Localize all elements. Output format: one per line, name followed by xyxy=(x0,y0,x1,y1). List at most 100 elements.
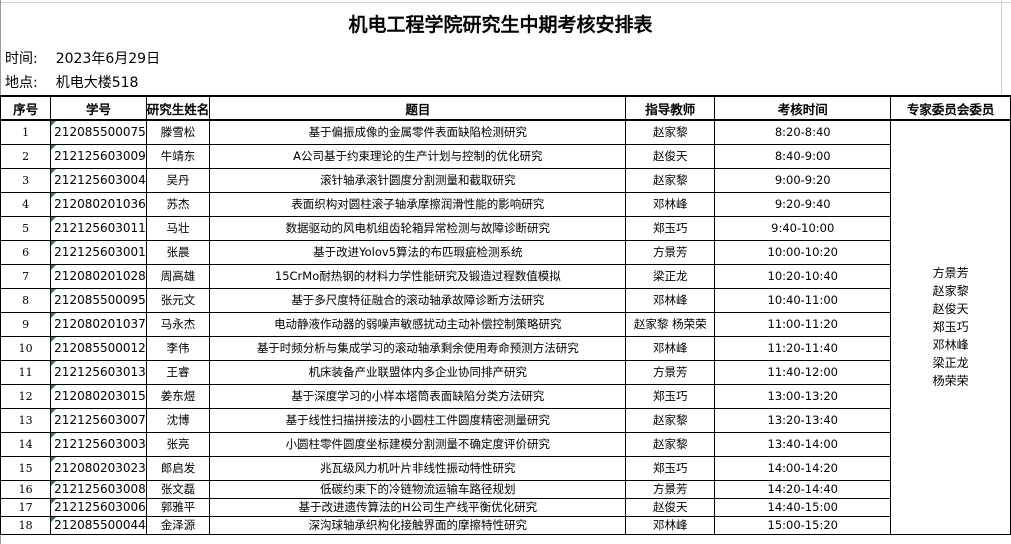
topic-cell[interactable]: 基于改进Yolov5算法的布匹瑕疵检测系统 xyxy=(209,239,627,265)
advisor-cell[interactable]: 邓林峰 xyxy=(625,191,716,217)
topic-cell[interactable]: 滚针轴承滚针圆度分割测量和截取研究 xyxy=(209,167,627,193)
index-cell[interactable]: 5 xyxy=(0,215,52,241)
header-student-id[interactable]: 学号 xyxy=(50,95,147,121)
student-name-cell[interactable]: 周高雄 xyxy=(145,263,211,289)
advisor-cell[interactable]: 郑玉巧 xyxy=(625,455,716,481)
student-name-cell[interactable]: 滕雪松 xyxy=(145,119,211,145)
exam-time-cell[interactable]: 10:40-11:00 xyxy=(714,287,892,313)
topic-cell[interactable]: 基于线性扫描拼接法的小圆柱工件圆度精密测量研究 xyxy=(209,407,627,433)
exam-time-cell[interactable]: 9:00-9:20 xyxy=(714,167,892,193)
advisor-cell[interactable]: 赵家黎 xyxy=(625,407,716,433)
topic-cell[interactable]: 低碳约束下的冷链物流运输车路径规划 xyxy=(209,479,627,499)
topic-cell[interactable]: 基于多尺度特征融合的滚动轴承故障诊断方法研究 xyxy=(209,287,627,313)
student-name-cell[interactable]: 马永杰 xyxy=(145,311,211,337)
topic-cell[interactable]: 深沟球轴承织构化接触界面的摩擦特性研究 xyxy=(209,515,627,535)
topic-cell[interactable]: 基于时频分析与集成学习的滚动轴承剩余使用寿命预测方法研究 xyxy=(209,335,627,361)
advisor-cell[interactable]: 赵俊天 xyxy=(625,143,716,169)
student-id-cell[interactable]: 212125603007 xyxy=(50,407,147,433)
advisor-cell[interactable]: 赵家黎 xyxy=(625,167,716,193)
student-name-cell[interactable]: 郭雅平 xyxy=(145,497,211,517)
header-topic[interactable]: 题目 xyxy=(209,95,627,121)
advisor-cell[interactable]: 梁正龙 xyxy=(625,263,716,289)
exam-time-cell[interactable]: 9:40-10:00 xyxy=(714,215,892,241)
student-name-cell[interactable]: 张元文 xyxy=(145,287,211,313)
advisor-cell[interactable]: 赵家黎 xyxy=(625,119,716,145)
student-id-cell[interactable]: 212085500044 xyxy=(50,515,147,535)
committee-cell[interactable]: 方景芳 赵家黎 赵俊天 郑玉巧 邓林峰 梁正龙 杨荣荣 xyxy=(890,119,1011,535)
exam-time-cell[interactable]: 14:00-14:20 xyxy=(714,455,892,481)
header-student-name[interactable]: 研究生姓名 xyxy=(145,95,211,121)
exam-time-cell[interactable]: 15:00-15:20 xyxy=(714,515,892,535)
student-name-cell[interactable]: 马壮 xyxy=(145,215,211,241)
index-cell[interactable]: 6 xyxy=(0,239,52,265)
advisor-cell[interactable]: 郑玉巧 xyxy=(625,215,716,241)
advisor-cell[interactable]: 赵家黎 杨荣荣 xyxy=(625,311,716,337)
topic-cell[interactable]: 表面织构对圆柱滚子轴承摩擦润滑性能的影响研究 xyxy=(209,191,627,217)
exam-time-cell[interactable]: 10:20-10:40 xyxy=(714,263,892,289)
advisor-cell[interactable]: 邓林峰 xyxy=(625,515,716,535)
header-index[interactable]: 序号 xyxy=(0,95,52,121)
student-id-cell[interactable]: 212125603013 xyxy=(50,359,147,385)
header-committee[interactable]: 专家委员会委员 xyxy=(890,95,1011,121)
topic-cell[interactable]: 机床装备产业联盟体内多企业协同排产研究 xyxy=(209,359,627,385)
student-id-cell[interactable]: 212080201036 xyxy=(50,191,147,217)
exam-time-cell[interactable]: 13:20-13:40 xyxy=(714,407,892,433)
advisor-cell[interactable]: 郑玉巧 xyxy=(625,383,716,409)
student-name-cell[interactable]: 王睿 xyxy=(145,359,211,385)
student-id-cell[interactable]: 212125603008 xyxy=(50,479,147,499)
index-cell[interactable]: 1 xyxy=(0,119,52,145)
advisor-cell[interactable]: 邓林峰 xyxy=(625,287,716,313)
exam-time-cell[interactable]: 14:20-14:40 xyxy=(714,479,892,499)
student-name-cell[interactable]: 牛靖东 xyxy=(145,143,211,169)
student-name-cell[interactable]: 张亮 xyxy=(145,431,211,457)
student-name-cell[interactable]: 姜东煜 xyxy=(145,383,211,409)
advisor-cell[interactable]: 赵家黎 xyxy=(625,431,716,457)
student-id-cell[interactable]: 212080203023 xyxy=(50,455,147,481)
student-id-cell[interactable]: 212125603004 xyxy=(50,167,147,193)
topic-cell[interactable]: 兆瓦级风力机叶片非线性振动特性研究 xyxy=(209,455,627,481)
student-name-cell[interactable]: 金泽源 xyxy=(145,515,211,535)
student-id-cell[interactable]: 212125603001 xyxy=(50,239,147,265)
exam-time-cell[interactable]: 11:20-11:40 xyxy=(714,335,892,361)
exam-time-cell[interactable]: 9:20-9:40 xyxy=(714,191,892,217)
topic-cell[interactable]: A公司基于约束理论的生产计划与控制的优化研究 xyxy=(209,143,627,169)
index-cell[interactable]: 3 xyxy=(0,167,52,193)
index-cell[interactable]: 12 xyxy=(0,383,52,409)
topic-cell[interactable]: 数据驱动的风电机组齿轮箱异常检测与故障诊断研究 xyxy=(209,215,627,241)
student-name-cell[interactable]: 李伟 xyxy=(145,335,211,361)
header-advisor[interactable]: 指导教师 xyxy=(625,95,716,121)
exam-time-cell[interactable]: 13:00-13:20 xyxy=(714,383,892,409)
exam-time-cell[interactable]: 8:20-8:40 xyxy=(714,119,892,145)
topic-cell[interactable]: 电动静液作动器的弱噪声敏感扰动主动补偿控制策略研究 xyxy=(209,311,627,337)
index-cell[interactable]: 17 xyxy=(0,497,52,517)
student-id-cell[interactable]: 212125603011 xyxy=(50,215,147,241)
index-cell[interactable]: 9 xyxy=(0,311,52,337)
student-id-cell[interactable]: 212080201037 xyxy=(50,311,147,337)
student-name-cell[interactable]: 郎启发 xyxy=(145,455,211,481)
student-id-cell[interactable]: 212080203015 xyxy=(50,383,147,409)
student-id-cell[interactable]: 212085500075 xyxy=(50,119,147,145)
index-cell[interactable]: 13 xyxy=(0,407,52,433)
header-exam-time[interactable]: 考核时间 xyxy=(714,95,892,121)
index-cell[interactable]: 18 xyxy=(0,515,52,535)
topic-cell[interactable]: 基于偏振成像的金属零件表面缺陷检测研究 xyxy=(209,119,627,145)
student-id-cell[interactable]: 212085500095 xyxy=(50,287,147,313)
advisor-cell[interactable]: 邓林峰 xyxy=(625,335,716,361)
exam-time-cell[interactable]: 13:40-14:00 xyxy=(714,431,892,457)
topic-cell[interactable]: 基于深度学习的小样本塔筒表面缺陷分类方法研究 xyxy=(209,383,627,409)
student-name-cell[interactable]: 苏杰 xyxy=(145,191,211,217)
index-cell[interactable]: 11 xyxy=(0,359,52,385)
student-id-cell[interactable]: 212085500012 xyxy=(50,335,147,361)
topic-cell[interactable]: 15CrMo耐热钢的材料力学性能研究及锻造过程数值模拟 xyxy=(209,263,627,289)
index-cell[interactable]: 10 xyxy=(0,335,52,361)
exam-time-cell[interactable]: 14:40-15:00 xyxy=(714,497,892,517)
index-cell[interactable]: 2 xyxy=(0,143,52,169)
topic-cell[interactable]: 小圆柱零件圆度坐标建模分割测量不确定度评价研究 xyxy=(209,431,627,457)
student-name-cell[interactable]: 沈博 xyxy=(145,407,211,433)
index-cell[interactable]: 15 xyxy=(0,455,52,481)
advisor-cell[interactable]: 赵俊天 xyxy=(625,497,716,517)
index-cell[interactable]: 7 xyxy=(0,263,52,289)
exam-time-cell[interactable]: 8:40-9:00 xyxy=(714,143,892,169)
exam-time-cell[interactable]: 11:00-11:20 xyxy=(714,311,892,337)
student-id-cell[interactable]: 212125603003 xyxy=(50,431,147,457)
